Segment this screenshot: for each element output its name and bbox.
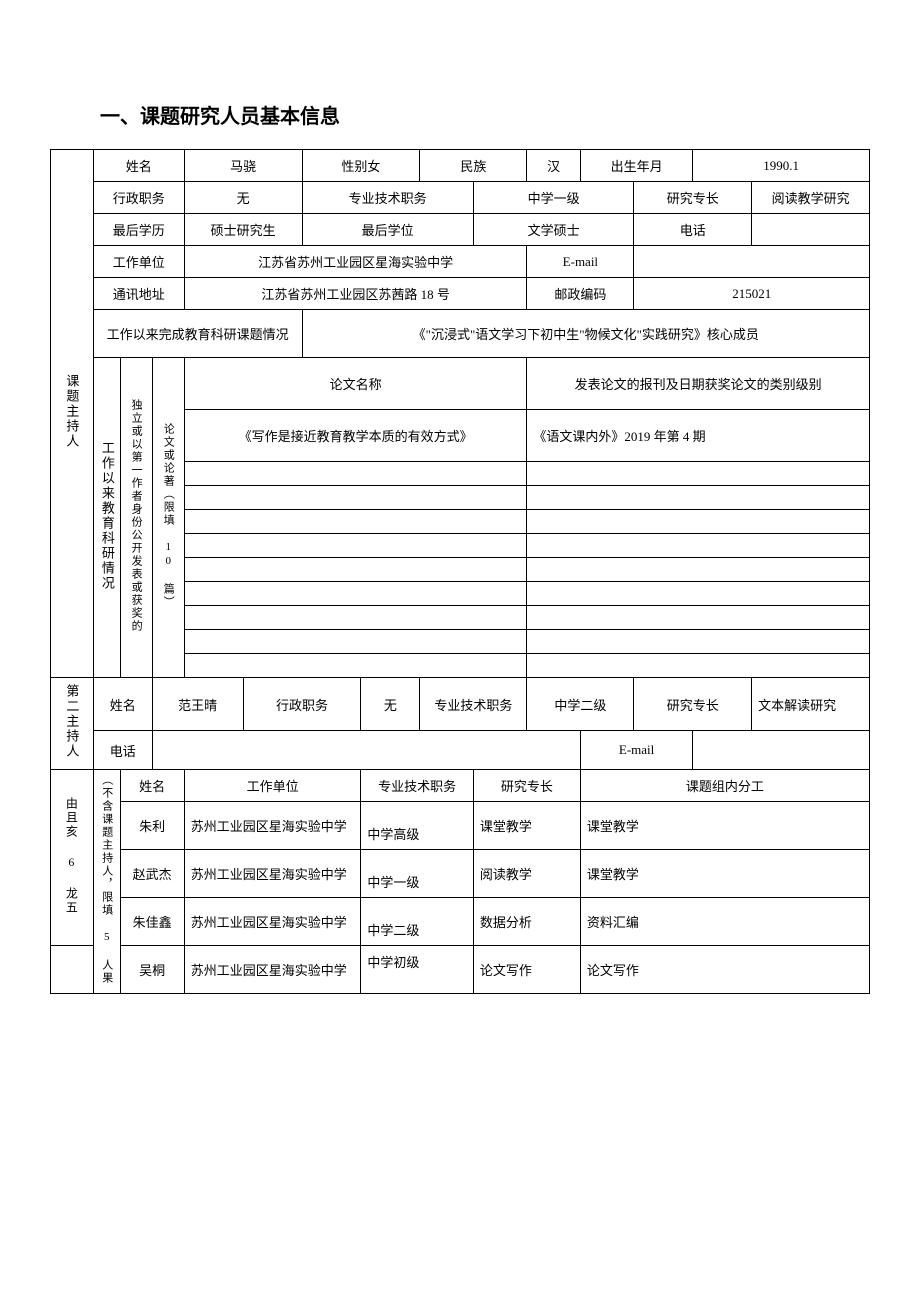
m3-blank	[51, 946, 94, 994]
gender-lbl: 性别女	[302, 150, 420, 182]
tech-lbl: 专业技术职务	[302, 182, 473, 214]
m1-role: 课堂教学	[580, 850, 869, 898]
addr-val: 江苏省苏州工业园区苏茜路 18 号	[184, 278, 527, 310]
journal-8	[527, 630, 870, 654]
m1-unit: 苏州工业园区星海实验中学	[184, 850, 361, 898]
admin-val: 无	[184, 182, 302, 214]
s2-tech: 中学二级	[527, 678, 634, 731]
tel-lbl: 电话	[634, 214, 752, 246]
tech-val: 中学一级	[473, 182, 634, 214]
m3-unit: 苏州工业园区星海实验中学	[184, 946, 361, 994]
s2-name-lbl: 姓名	[93, 678, 152, 731]
section3-note: （不含课题主持人，限填 5 人果	[93, 770, 120, 994]
m-name-h: 姓名	[120, 770, 184, 802]
paper-1	[184, 462, 527, 486]
zip-val: 215021	[634, 278, 870, 310]
s2-tel	[152, 731, 580, 770]
s2-admin: 无	[361, 678, 420, 731]
dob-lbl: 出生年月	[580, 150, 692, 182]
paper-8	[184, 630, 527, 654]
deg-lbl: 最后学位	[302, 214, 473, 246]
addr-lbl: 通讯地址	[93, 278, 184, 310]
deg-val: 文学硕士	[473, 214, 634, 246]
s2-tech-lbl: 专业技术职务	[420, 678, 527, 731]
paper-9	[184, 654, 527, 678]
journal-9	[527, 654, 870, 678]
m0-name: 朱利	[120, 802, 184, 850]
m-unit-h: 工作单位	[184, 770, 361, 802]
m2-role: 资料汇编	[580, 898, 869, 946]
m3-role: 论文写作	[580, 946, 869, 994]
m2-unit: 苏州工业园区星海实验中学	[184, 898, 361, 946]
m1-name: 赵武杰	[120, 850, 184, 898]
name-val: 马骁	[184, 150, 302, 182]
tel-val	[752, 214, 870, 246]
paper-5	[184, 558, 527, 582]
m3-spec: 论文写作	[473, 946, 580, 994]
page-title: 一、课题研究人员基本信息	[100, 100, 870, 129]
journal-5	[527, 558, 870, 582]
s2-admin-lbl: 行政职务	[243, 678, 361, 731]
m-role-h: 课题组内分工	[580, 770, 869, 802]
spec-val: 阅读教学研究	[752, 182, 870, 214]
m0-role: 课堂教学	[580, 802, 869, 850]
m3-name: 吴桐	[120, 946, 184, 994]
paper-7	[184, 606, 527, 630]
edu-val: 硕士研究生	[184, 214, 302, 246]
m0-tech: 中学高级	[361, 802, 473, 850]
paper-4	[184, 534, 527, 558]
section3-label: 由且亥 6 龙五	[51, 770, 94, 946]
unit-val: 江苏省苏州工业园区星海实验中学	[184, 246, 527, 278]
s2-tel-lbl: 电话	[93, 731, 152, 770]
ethnic-lbl: 民族	[420, 150, 527, 182]
proj-lbl: 工作以来完成教育科研课题情况	[93, 310, 302, 358]
spec-lbl: 研究专长	[634, 182, 752, 214]
admin-lbl: 行政职务	[93, 182, 184, 214]
zip-lbl: 邮政编码	[527, 278, 634, 310]
m-spec-h: 研究专长	[473, 770, 580, 802]
proj-val: 《"沉浸式"语文学习下初中生"物候文化"实践研究》核心成员	[302, 310, 869, 358]
dob-val: 1990.1	[693, 150, 870, 182]
m2-spec: 数据分析	[473, 898, 580, 946]
journal-6	[527, 582, 870, 606]
journal-4	[527, 534, 870, 558]
journal-7	[527, 606, 870, 630]
unit-lbl: 工作单位	[93, 246, 184, 278]
paper-6	[184, 582, 527, 606]
journal-header: 发表论文的报刊及日期获奖论文的类别级别	[527, 358, 870, 410]
journal-3	[527, 510, 870, 534]
journal-0: 《语文课内外》2019 年第 4 期	[527, 410, 870, 462]
main-table: 课题主持人 姓名 马骁 性别女 民族 汉 出生年月 1990.1 行政职务 无 …	[50, 149, 870, 994]
research-side2: 独立或以第一作者身份公开发表或获奖的	[120, 358, 152, 678]
paper-0: 《写作是接近教育教学本质的有效方式》	[184, 410, 527, 462]
s2-spec: 文本解读研究	[752, 678, 870, 731]
journal-2	[527, 486, 870, 510]
m1-spec: 阅读教学	[473, 850, 580, 898]
m0-spec: 课堂教学	[473, 802, 580, 850]
email-val	[634, 246, 870, 278]
edu-lbl: 最后学历	[93, 214, 184, 246]
m1-tech: 中学一级	[361, 850, 473, 898]
s2-email-lbl: E-mail	[580, 731, 692, 770]
m3-tech: 中学初级	[361, 946, 473, 994]
name-lbl: 姓名	[93, 150, 184, 182]
research-side3: 论文或论著（限填 10 篇）	[152, 358, 184, 678]
research-side1: 工作以来教育科研情况	[93, 358, 120, 678]
s2-email	[693, 731, 870, 770]
paper-2	[184, 486, 527, 510]
section2-label: 第二主持人	[51, 678, 94, 770]
ethnic-val: 汉	[527, 150, 581, 182]
paper-3	[184, 510, 527, 534]
m2-tech: 中学二级	[361, 898, 473, 946]
m0-unit: 苏州工业园区星海实验中学	[184, 802, 361, 850]
s2-spec-lbl: 研究专长	[634, 678, 752, 731]
paper-name-header: 论文名称	[184, 358, 527, 410]
s2-name: 范王晴	[152, 678, 243, 731]
section1-label: 课题主持人	[51, 150, 94, 678]
m2-name: 朱佳鑫	[120, 898, 184, 946]
email-lbl: E-mail	[527, 246, 634, 278]
m-tech-h: 专业技术职务	[361, 770, 473, 802]
journal-1	[527, 462, 870, 486]
